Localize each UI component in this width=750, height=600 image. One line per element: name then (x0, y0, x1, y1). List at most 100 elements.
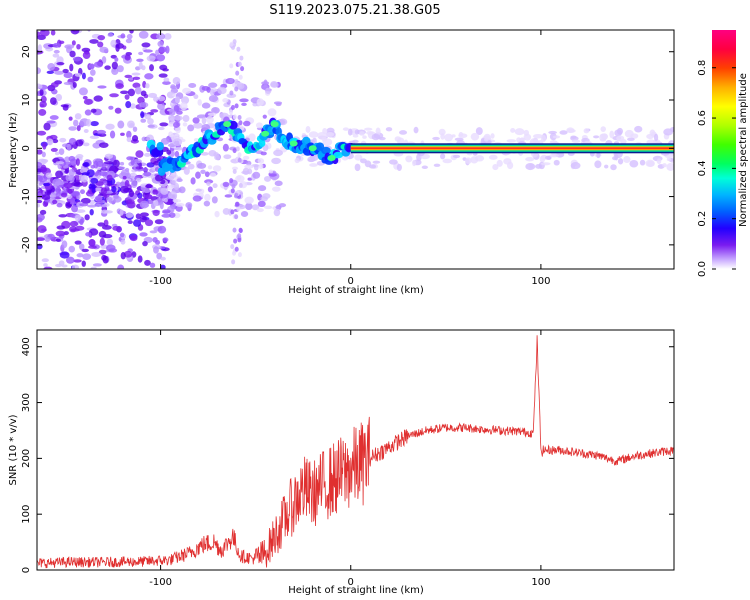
spectrogram-noise-blob (129, 123, 135, 128)
spectrogram-noise-blob (94, 172, 99, 177)
spectrogram-ridge-blob (228, 120, 238, 130)
spectrogram-noise-blob (114, 107, 122, 114)
spectrogram-noise-blob (119, 209, 124, 216)
spectrogram-noise-blob (368, 164, 377, 169)
spectrogram-noise-blob (234, 246, 239, 252)
spectrogram-noise-blob (50, 82, 59, 88)
spectrogram-noise-blob (245, 202, 253, 211)
spectrogram-noise-blob (229, 41, 234, 47)
spectrogram-noise-blob (125, 100, 132, 109)
spectrogram-noise-blob (229, 90, 234, 96)
spectrogram-noise-blob (157, 40, 164, 48)
spectrogram-noise-blob (438, 128, 446, 136)
colorbar-tick-label: 0.4 (697, 160, 708, 176)
spectrogram-noise-blob (146, 199, 154, 205)
spectrogram-noise-blob (375, 127, 381, 136)
spectrogram-noise-blob (162, 237, 169, 243)
spectrogram-noise-blob (144, 219, 154, 227)
spectrogram-noise-blob (74, 72, 82, 77)
snr-y-tick-label: 200 (21, 449, 32, 468)
spectrogram-noise-blob (66, 194, 73, 200)
colorbar-tick-label: 0.2 (697, 211, 708, 227)
spectrogram-noise-blob (256, 98, 264, 106)
spectrogram-noise-blob (55, 93, 63, 101)
spectrogram-noise-blob (354, 163, 361, 172)
spectrogram-noise-blob (134, 86, 142, 95)
spectrogram-noise-blob (129, 30, 134, 34)
spectrogram-noise-blob (233, 238, 238, 244)
spectrogram-noise-blob (37, 217, 43, 223)
spectrogram-noise-blob (182, 87, 192, 94)
spectrogram-noise-blob (87, 204, 97, 208)
spectrogram-noise-blob (37, 199, 43, 204)
spectrogram-noise-blob (257, 158, 265, 164)
spectrogram-noise-blob (68, 137, 77, 145)
spectrogram-noise-blob (120, 132, 125, 136)
spectrogram-noise-blob (60, 192, 68, 198)
snr-y-tick-label: 400 (21, 337, 32, 356)
spectrogram-noise-blob (85, 118, 92, 127)
spectrogram-noise-blob (64, 169, 69, 174)
spectrogram-noise-blob (160, 137, 170, 145)
spectrogram-noise-blob (98, 230, 107, 238)
spectrogram-noise-blob (141, 65, 146, 71)
spectrogram-noise-blob (559, 130, 568, 135)
spectrogram-noise-blob (593, 135, 600, 139)
colorbar-ticks: 0.0 0.2 0.4 0.6 0.8 (697, 60, 736, 277)
spectrogram-noise-blob (90, 266, 97, 269)
spectrogram-noise-blob (130, 159, 135, 166)
spectrogram-noise-blob (163, 33, 172, 40)
spectrogram-noise-blob (166, 149, 172, 155)
spectrogram-noise-blob (120, 90, 129, 95)
spectrogram-noise-blob (150, 109, 159, 113)
spectrogram-noise-blob (214, 210, 220, 218)
spectrogram-noise-blob (63, 72, 73, 79)
spectrogram-noise-blob (166, 91, 176, 99)
colorbar-gradient (712, 30, 736, 269)
spectrogram-noise-blob (155, 49, 160, 56)
spectrogram-noise-blob (68, 155, 76, 162)
spectrogram-noise-blob (662, 163, 667, 168)
spectrogram-noise-blob (138, 30, 149, 39)
spectrogram-noise-blob (141, 167, 149, 172)
spectrogram-noise-blob (112, 159, 120, 168)
spectrogram-noise-blob (125, 212, 134, 218)
spectrogram-noise-blob (130, 180, 138, 188)
spectrogram-noise-blob (81, 260, 86, 267)
spectrogram-noise-blob (470, 132, 480, 141)
spectrogram-noise-blob (154, 174, 163, 182)
spectrogram-noise-blob (238, 227, 243, 233)
spectrogram-noise-blob (594, 160, 602, 169)
spectrogram-noise-blob (85, 231, 92, 237)
spectrogram-noise-blob (89, 39, 99, 44)
spectrogram-noise-blob (142, 240, 148, 247)
spectrogram-noise-blob (63, 165, 69, 169)
spectrogram-noise-blob (61, 240, 68, 249)
spectrogram-noise-blob (258, 163, 264, 170)
spectrogram-noise-blob (211, 196, 218, 204)
spectrogram-noise-blob (192, 117, 200, 124)
spectrogram-noise-blob (37, 161, 43, 168)
spectrogram-noise-blob (232, 227, 237, 233)
spectrogram-noise-blob (120, 239, 126, 245)
spectrogram-noise-blob (230, 209, 235, 215)
spectrogram-noise-blob (89, 63, 95, 70)
spectrogram-noise-blob (52, 199, 58, 205)
spectrogram-noise-blob (37, 149, 43, 155)
spectrogram-noise-blob (432, 136, 440, 141)
figure-title: S119.2023.075.21.38.G05 (269, 3, 440, 18)
colorbar-tick-label: 0.8 (697, 60, 708, 76)
spectrogram-noise-blob (248, 133, 256, 142)
spectrogram-noise-blob (125, 38, 133, 44)
spectrogram-noise-blob (236, 175, 241, 181)
spectrogram-noise-blob (123, 187, 133, 193)
spectrogram-noise-blob (571, 139, 581, 143)
spectrogram-noise-blob (347, 128, 353, 136)
spectrogram-noise-blob (325, 132, 335, 137)
spectrogram-noise-blob (609, 130, 615, 139)
spectrogram-noise-blob (212, 165, 222, 172)
spectrogram-noise-blob (396, 163, 402, 172)
spectrogram-noise-blob (70, 30, 80, 35)
spectrogram-noise-blob (62, 68, 69, 74)
spectrogram-noise-blob (240, 66, 245, 72)
